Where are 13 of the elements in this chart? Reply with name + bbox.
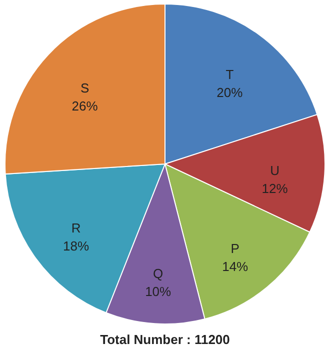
slice-label: Q — [153, 266, 164, 281]
slice-label: P — [230, 240, 240, 256]
slice-label: T — [226, 67, 234, 82]
data-label: 12% — [262, 180, 288, 196]
data-label: 10% — [145, 284, 172, 299]
text: Total Number : 11200 — [100, 332, 230, 347]
slice-label: S — [80, 80, 90, 96]
data-label: 14% — [222, 258, 249, 274]
slice-label: U — [270, 162, 280, 178]
slice-label: R — [71, 220, 81, 236]
data-label: 20% — [216, 85, 244, 100]
data-label: 18% — [62, 238, 90, 254]
data-label: 26% — [72, 98, 98, 114]
